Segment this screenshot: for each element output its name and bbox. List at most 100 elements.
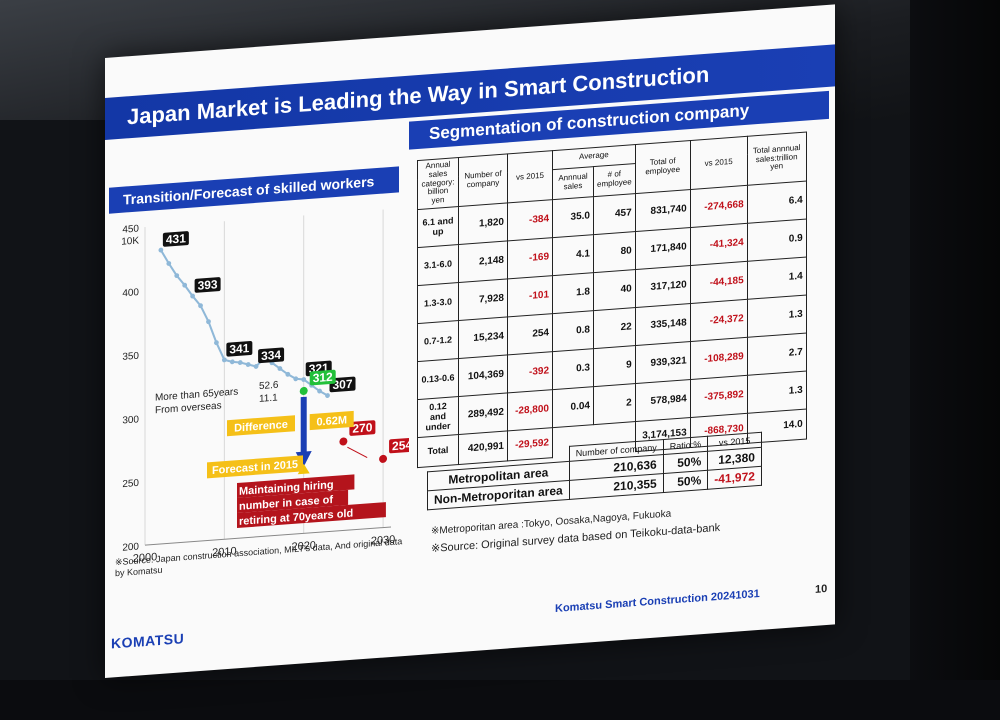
series-point <box>214 340 219 346</box>
metro-ratio: 50% <box>663 470 708 493</box>
series-point <box>301 377 307 382</box>
series-point <box>277 366 283 371</box>
cell-vs2015: 254 <box>507 313 553 355</box>
series-point <box>198 303 203 309</box>
data-label-bg <box>194 277 221 293</box>
data-label-bg <box>329 376 356 393</box>
marker-label-bg <box>349 420 376 436</box>
cell-avg-sales: 0.04 <box>552 386 594 428</box>
cell-vs2015: -392 <box>507 351 553 393</box>
series-point <box>229 359 235 365</box>
header-vs2015-employee: vs 2015 <box>690 136 748 190</box>
data-label: 307 <box>333 377 353 392</box>
cell-total-sales: 1.3 <box>747 370 807 414</box>
segmentation-table: Annual sales category: billion yen Numbe… <box>417 131 807 468</box>
over65-value: 52.6 <box>259 380 279 392</box>
cell-companies: 1,820 <box>458 202 508 245</box>
cell-category: 3.1-6.0 <box>417 244 459 286</box>
header-vs2015: vs 2015 <box>507 150 553 203</box>
arrow-head <box>295 451 312 467</box>
x-axis <box>145 526 391 546</box>
difference-value-bg <box>309 410 354 431</box>
maintain-note-bg <box>237 489 349 514</box>
x-tick-label: 2020 <box>291 540 315 554</box>
cell-companies: 289,492 <box>458 392 508 435</box>
y-unit-label: 10K <box>121 235 139 247</box>
cell-category: 0.7-1.2 <box>417 320 459 362</box>
series-point <box>190 293 196 299</box>
x-tick-label: 2030 <box>371 534 395 548</box>
series-point <box>253 364 259 369</box>
series-point <box>293 376 299 382</box>
cell-avg-sales: 4.1 <box>552 234 594 276</box>
maintain-note-bg <box>237 474 355 499</box>
series-point <box>325 393 330 398</box>
marker-label: 254 <box>392 438 409 453</box>
header-companies: Number of company <box>458 153 508 207</box>
cell-total-emp: 317,120 <box>635 265 691 308</box>
data-label: 341 <box>229 341 249 356</box>
header-annual-sales: Annnual sales <box>552 166 594 200</box>
data-label: 431 <box>166 231 186 246</box>
cell-companies: 7,928 <box>458 278 508 321</box>
cell-vs2015-emp: -41,324 <box>690 223 748 266</box>
cell-vs2015-emp: -44,185 <box>690 261 748 304</box>
page-number: 10 <box>815 582 828 596</box>
data-label: 393 <box>198 277 218 292</box>
cell-avg-emp: 80 <box>593 231 636 273</box>
cell-category: 0.12 and under <box>417 396 459 438</box>
cell-total-emp: 335,148 <box>635 303 691 346</box>
header-employee-avg: # of employee <box>593 163 636 197</box>
series-point <box>237 360 243 365</box>
series-point <box>317 388 322 394</box>
cell-avg-emp: 40 <box>593 269 636 311</box>
presentation-slide: Japan Market is Leading the Way in Smart… <box>105 4 835 678</box>
cell-vs2015-emp: -375,892 <box>690 375 748 418</box>
data-label: 334 <box>261 348 281 363</box>
series-point <box>285 371 291 377</box>
cell-avg-sales: 0.8 <box>552 310 594 352</box>
marker-connector <box>347 446 368 458</box>
cell-vs2015: -28,800 <box>507 389 553 431</box>
overseas-label: From overseas <box>155 400 222 416</box>
series-point <box>245 362 251 367</box>
y-tick-label: 450 <box>122 223 139 235</box>
header-category: Annual sales category: billion yen <box>417 157 459 210</box>
wall-background <box>910 0 1000 720</box>
footer-text: Komatsu Smart Construction 20241031 <box>555 587 760 615</box>
header-total-employee: Total of employee <box>635 140 691 194</box>
cell-total-emp: 831,740 <box>635 189 691 232</box>
x-tick-label: 2010 <box>212 545 236 559</box>
cell-vs2015: -101 <box>507 275 553 317</box>
cell-avg-emp: 9 <box>593 345 636 387</box>
cell-vs2015-emp: -274,668 <box>690 185 748 228</box>
cell-total-sales: 2.7 <box>747 332 807 376</box>
marker-label: 270 <box>352 420 372 435</box>
floor-background <box>0 680 1000 720</box>
cell-avg-emp: 457 <box>593 193 636 235</box>
series-point <box>166 261 172 266</box>
cell-avg-sales: 1.8 <box>552 272 594 314</box>
cell-avg-sales: 35.0 <box>552 196 594 238</box>
cell-total-sales: 6.4 <box>747 180 807 224</box>
cell-category: 6.1 and up <box>417 206 459 248</box>
forecast-label-bg <box>207 455 303 479</box>
cell-vs2015: -169 <box>507 237 553 279</box>
cell-total-sales: 1.4 <box>747 256 807 300</box>
cell-avg-emp: 2 <box>593 383 636 425</box>
series-point <box>221 357 227 363</box>
cell-companies: 2,148 <box>458 240 508 283</box>
marker-point <box>299 386 308 395</box>
data-label-bg <box>162 231 189 247</box>
series-point <box>174 273 180 279</box>
cell-companies: 104,369 <box>458 354 508 397</box>
over65-label: More than 65years <box>155 386 238 403</box>
overseas-value: 11.1 <box>259 392 278 404</box>
data-label-bg <box>258 347 285 364</box>
difference-value: 0.62M <box>316 414 347 428</box>
marker-point <box>339 437 348 446</box>
y-tick-label: 300 <box>122 414 139 426</box>
cell-total-sales: 0.9 <box>747 218 807 262</box>
y-tick-label: 350 <box>122 351 139 363</box>
